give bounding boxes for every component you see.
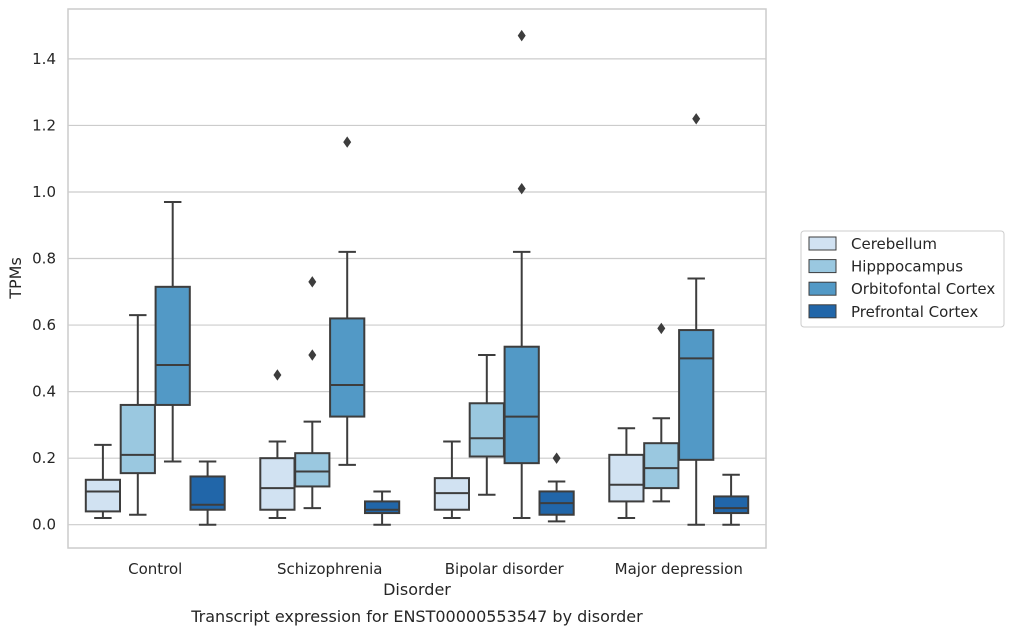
box-body [643,442,680,490]
box-body [503,345,540,465]
outlier-point [343,136,352,148]
box-item [259,369,296,520]
box-body [154,285,191,406]
box-body [363,500,401,515]
outlier-point [308,276,317,288]
box-item [712,473,750,526]
outlier-point [273,369,282,381]
legend-entry: Cerebellum [808,235,937,253]
box-item [363,490,401,526]
series-prefrontal-cortex [189,452,750,526]
box-body [608,453,645,503]
box-item [294,276,331,510]
x-tick-label: Major depression [615,560,743,578]
outlier-point [517,182,526,195]
y-axis-ticks: 0.0 0.2 0.4 0.6 0.8 1.0 1.2 1.4 [32,50,56,534]
legend-frame [800,230,1005,328]
x-axis-ticks: Control Schizophrenia Bipolar disorder Majo… [128,560,743,578]
y-tick-label: 1.0 [32,183,56,201]
outlier-point [657,322,666,335]
box-item [468,354,505,496]
box-body [119,403,156,475]
legend: Cerebellum Hipppocampus Orbitofontal Corte… [800,230,1005,328]
series-orbitofontal-cortex [154,29,715,526]
x-tick-label: Schizophrenia [277,560,382,578]
box-series [84,29,750,526]
figure-caption: Transcript expression for ENST0000055354… [190,607,643,626]
y-tick-label: 1.4 [32,50,56,68]
y-tick-label: 0.6 [32,316,56,334]
x-tick-label: Bipolar disorder [445,560,565,578]
y-tick-label: 1.2 [32,116,56,134]
y-axis-title: TPMs [6,257,25,300]
box-body [329,317,366,418]
legend-entry: Orbitofontal Cortex [808,280,995,298]
legend-entry: Prefrontal Cortex [808,303,978,321]
box-item [678,113,715,526]
legend-swatch [808,259,837,274]
y-tick-label: 0.4 [32,383,56,401]
y-tick-label: 0.0 [32,516,56,534]
box-body [294,452,331,488]
outlier-point [692,113,701,125]
outlier-point [552,452,561,464]
legend-swatch [808,304,837,319]
y-tick-label: 0.8 [32,250,56,268]
box-body [259,457,296,511]
box-body [468,402,505,458]
y-tick-label: 0.2 [32,449,56,467]
legend-label: Hipppocampus [851,258,963,276]
box-item [119,314,156,516]
legend-swatch [808,281,837,296]
x-axis-title: Disorder [383,580,451,599]
box-item [84,443,122,520]
box-item [503,29,540,520]
box-item [189,460,226,526]
box-body [678,329,715,461]
box-item [433,440,471,520]
box-item [154,200,191,463]
plot-frame [67,8,767,549]
outlier-point [517,29,526,42]
series-hipppocampus [119,276,680,516]
legend-entry: Hipppocampus [808,258,963,276]
box-item [538,452,575,523]
box-body [84,478,122,513]
legend-label: Cerebellum [851,235,937,253]
series-cerebellum [84,369,645,520]
outlier-point [308,349,317,361]
box-item [329,136,366,466]
box-item [608,427,645,520]
box-item [643,322,680,503]
legend-label: Prefrontal Cortex [851,303,978,321]
legend-label: Orbitofontal Cortex [851,280,995,298]
x-tick-label: Control [128,560,182,578]
legend-swatch [808,236,837,251]
box-body [712,495,750,515]
